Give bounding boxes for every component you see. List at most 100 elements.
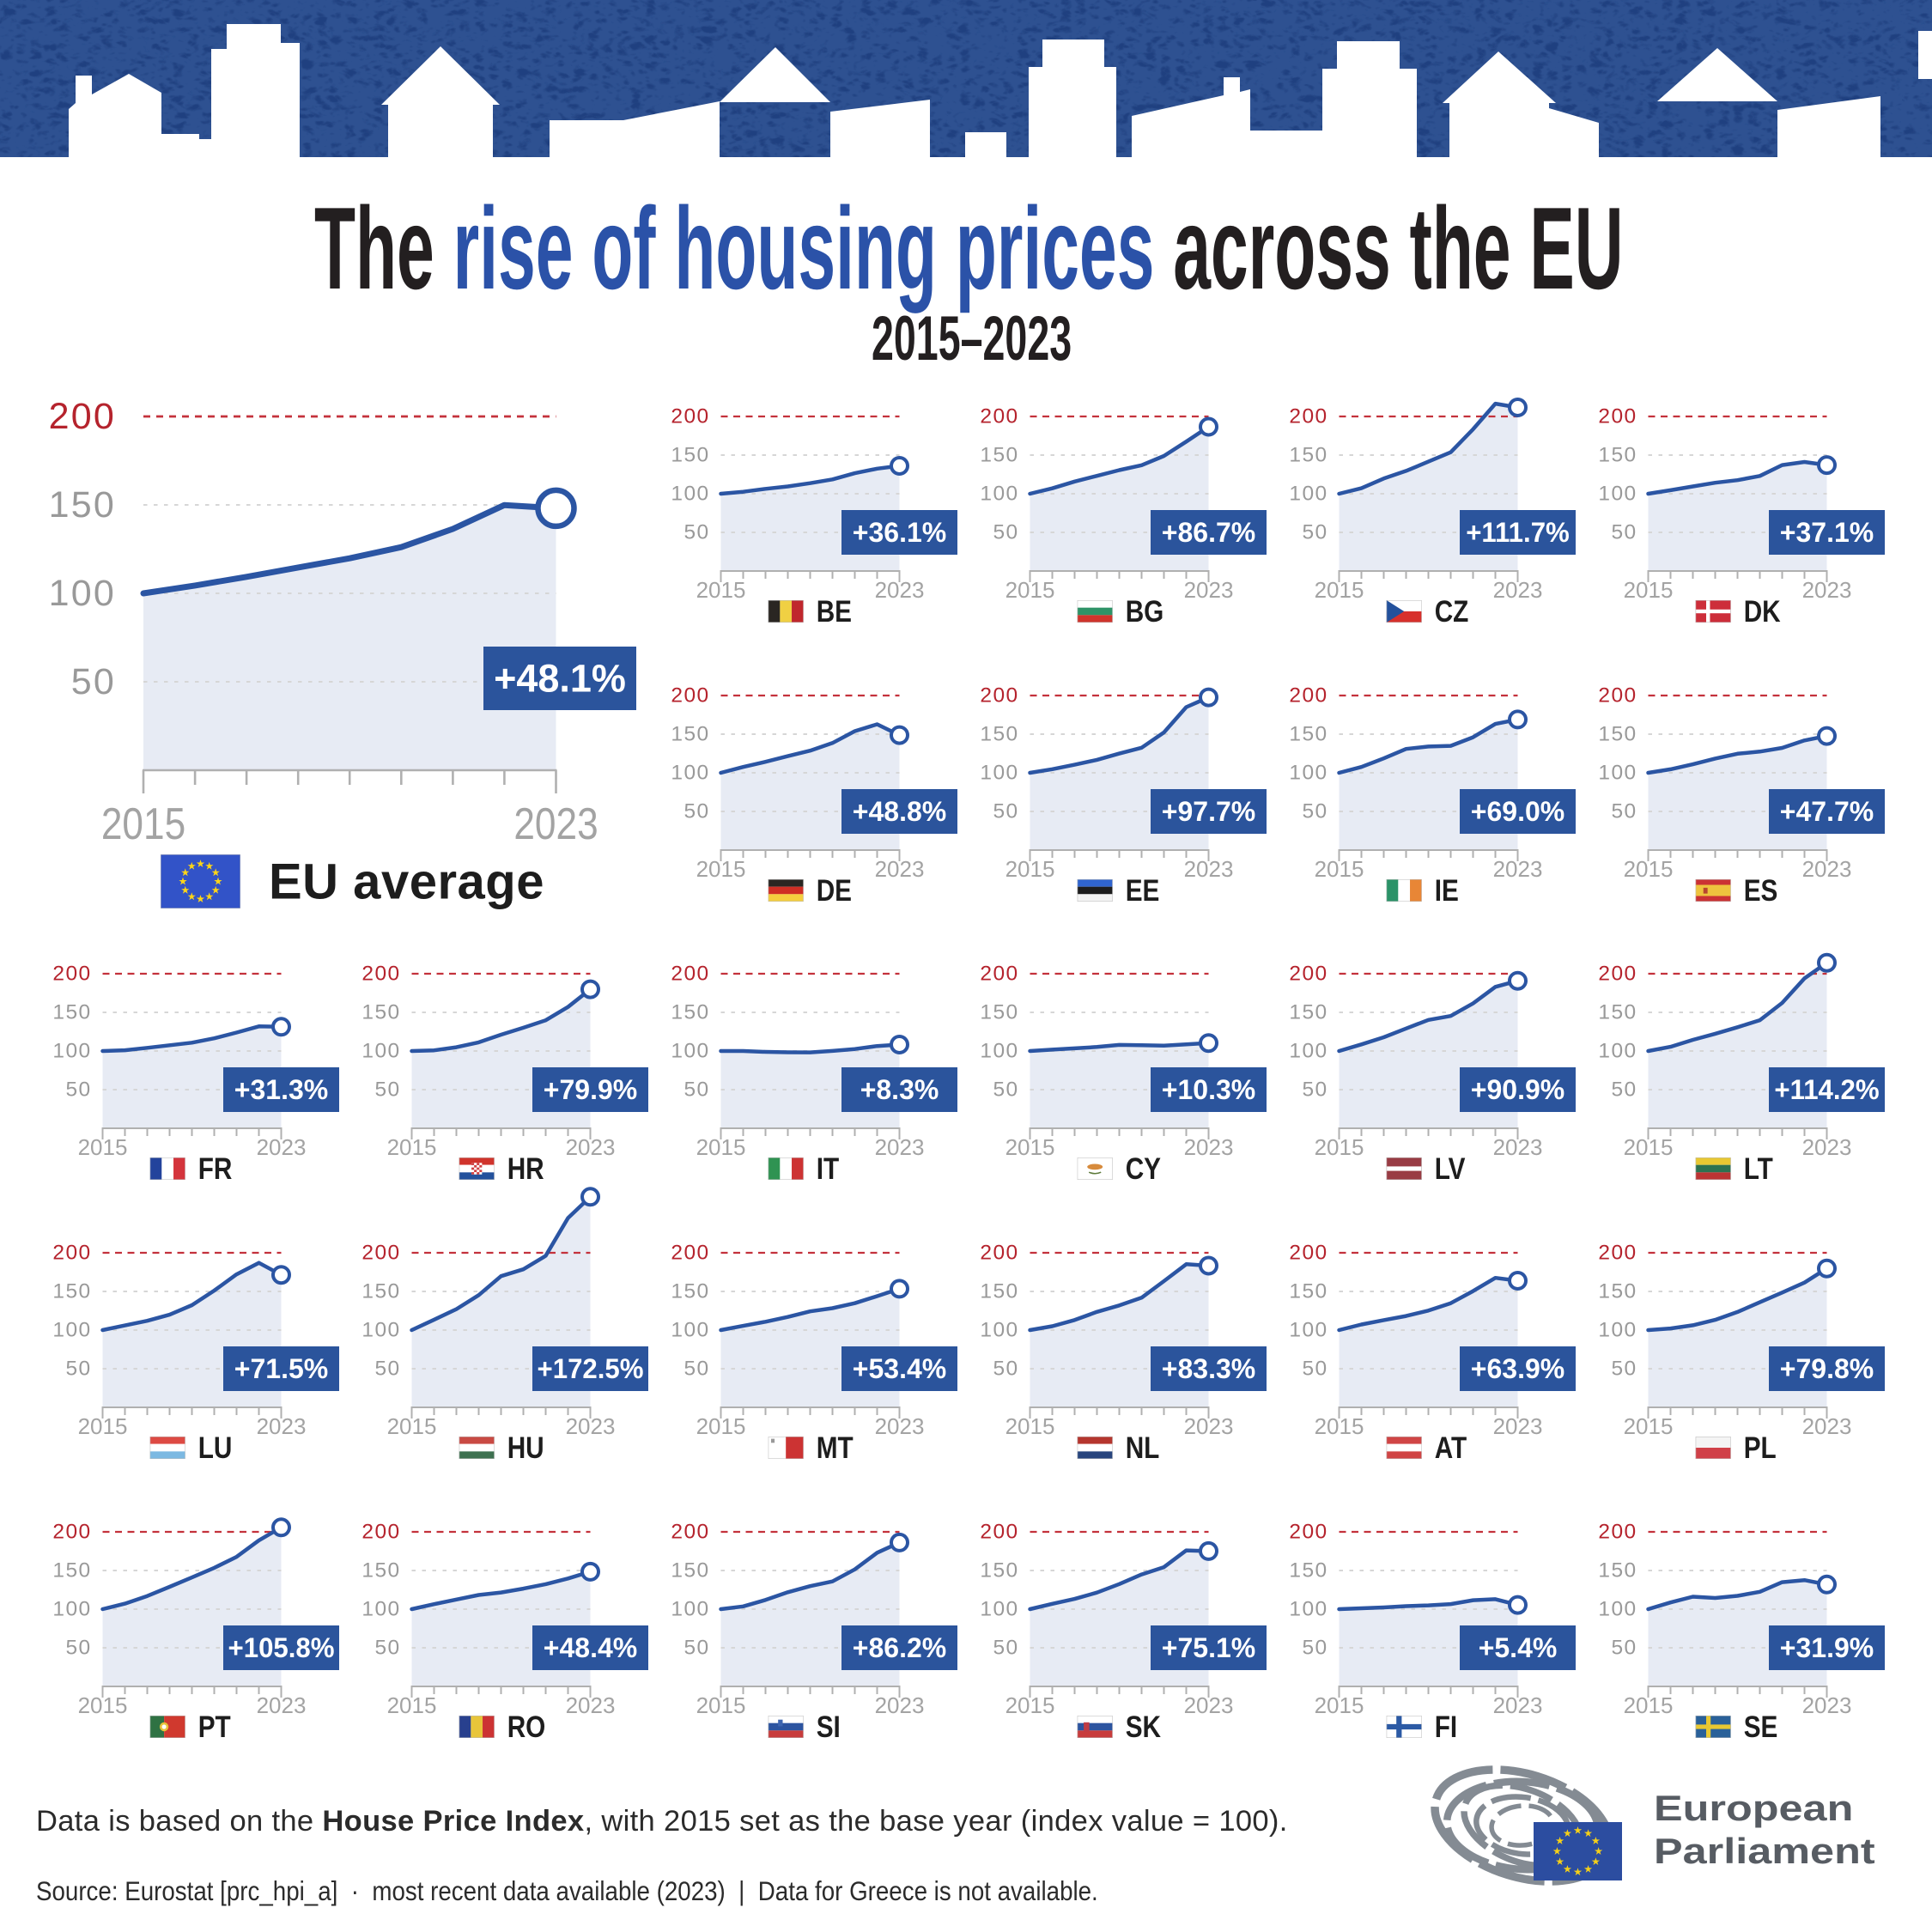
svg-text:2015: 2015 xyxy=(78,1134,128,1160)
svg-text:50: 50 xyxy=(993,1078,1018,1102)
svg-text:+31.9%: +31.9% xyxy=(1780,1632,1874,1663)
svg-text:CY: CY xyxy=(1126,1152,1162,1186)
svg-text:BG: BG xyxy=(1126,595,1164,629)
svg-text:200: 200 xyxy=(52,963,91,986)
svg-text:150: 150 xyxy=(671,723,709,746)
svg-text:50: 50 xyxy=(1302,521,1327,544)
svg-text:+83.3%: +83.3% xyxy=(1162,1353,1255,1384)
svg-text:200: 200 xyxy=(49,396,116,437)
svg-text:DE: DE xyxy=(817,874,852,908)
svg-text:150: 150 xyxy=(980,444,1018,467)
svg-text:2023: 2023 xyxy=(566,1134,616,1160)
svg-text:150: 150 xyxy=(980,723,1018,746)
svg-text:FR: FR xyxy=(198,1152,233,1186)
svg-text:2023: 2023 xyxy=(1802,1692,1852,1718)
svg-text:50: 50 xyxy=(1302,800,1327,823)
svg-text:2015: 2015 xyxy=(696,1134,746,1160)
svg-text:2023: 2023 xyxy=(513,799,598,849)
svg-text:SK: SK xyxy=(1126,1710,1162,1744)
svg-text:LT: LT xyxy=(1744,1152,1773,1186)
svg-text:150: 150 xyxy=(671,1001,709,1024)
svg-text:+172.5%: +172.5% xyxy=(537,1353,643,1384)
svg-text:2015: 2015 xyxy=(696,856,746,882)
svg-text:100: 100 xyxy=(1598,762,1637,785)
svg-text:2015: 2015 xyxy=(1624,1692,1674,1718)
svg-text:100: 100 xyxy=(49,573,116,614)
svg-text:PL: PL xyxy=(1744,1431,1777,1465)
svg-text:2015: 2015 xyxy=(387,1692,437,1718)
svg-text:200: 200 xyxy=(1289,1242,1327,1265)
svg-text:150: 150 xyxy=(1289,723,1327,746)
svg-text:2015: 2015 xyxy=(1005,1413,1055,1439)
svg-text:50: 50 xyxy=(1611,800,1637,823)
svg-text:ES: ES xyxy=(1744,874,1778,908)
svg-text:2023: 2023 xyxy=(1493,1134,1543,1160)
svg-text:50: 50 xyxy=(65,1637,91,1660)
svg-text:2015: 2015 xyxy=(1005,577,1055,603)
svg-text:150: 150 xyxy=(1598,1001,1637,1024)
svg-text:+114.2%: +114.2% xyxy=(1774,1074,1879,1105)
svg-text:50: 50 xyxy=(1611,1637,1637,1660)
svg-text:200: 200 xyxy=(671,1521,709,1544)
svg-text:2023: 2023 xyxy=(1184,1692,1234,1718)
svg-text:150: 150 xyxy=(1598,1559,1637,1583)
svg-text:+90.9%: +90.9% xyxy=(1471,1074,1564,1105)
svg-text:100: 100 xyxy=(52,1040,91,1063)
svg-text:2023: 2023 xyxy=(1184,1134,1234,1160)
svg-text:150: 150 xyxy=(671,1280,709,1303)
svg-text:2023: 2023 xyxy=(1493,1692,1543,1718)
svg-text:150: 150 xyxy=(1289,1001,1327,1024)
svg-text:2023: 2023 xyxy=(257,1692,307,1718)
svg-text:150: 150 xyxy=(1289,444,1327,467)
svg-text:2023: 2023 xyxy=(1802,577,1852,603)
svg-text:200: 200 xyxy=(671,684,709,708)
svg-text:FI: FI xyxy=(1435,1710,1457,1744)
svg-text:200: 200 xyxy=(1598,1242,1637,1265)
svg-text:50: 50 xyxy=(1611,1078,1637,1102)
svg-text:100: 100 xyxy=(671,762,709,785)
svg-text:100: 100 xyxy=(980,1598,1018,1621)
svg-text:50: 50 xyxy=(993,521,1018,544)
svg-text:100: 100 xyxy=(1598,1598,1637,1621)
svg-text:100: 100 xyxy=(671,483,709,506)
svg-text:100: 100 xyxy=(361,1319,400,1342)
svg-text:HR: HR xyxy=(507,1152,544,1186)
svg-text:NL: NL xyxy=(1126,1431,1160,1465)
svg-text:2023: 2023 xyxy=(1184,577,1234,603)
svg-text:2023: 2023 xyxy=(1802,856,1852,882)
svg-text:+69.0%: +69.0% xyxy=(1471,796,1564,827)
svg-text:EE: EE xyxy=(1126,874,1160,908)
svg-text:+10.3%: +10.3% xyxy=(1162,1074,1255,1105)
svg-text:100: 100 xyxy=(361,1040,400,1063)
svg-text:100: 100 xyxy=(980,483,1018,506)
svg-text:2023: 2023 xyxy=(257,1413,307,1439)
svg-text:2023: 2023 xyxy=(875,1134,925,1160)
svg-text:2015: 2015 xyxy=(1315,577,1364,603)
svg-text:+79.9%: +79.9% xyxy=(544,1074,637,1105)
svg-text:2023: 2023 xyxy=(875,856,925,882)
svg-text:100: 100 xyxy=(361,1598,400,1621)
svg-text:50: 50 xyxy=(993,800,1018,823)
svg-text:+47.7%: +47.7% xyxy=(1780,796,1874,827)
svg-text:2015: 2015 xyxy=(696,1692,746,1718)
svg-text:100: 100 xyxy=(1289,1319,1327,1342)
svg-text:2015: 2015 xyxy=(387,1134,437,1160)
svg-text:50: 50 xyxy=(683,1637,709,1660)
svg-text:50: 50 xyxy=(1302,1078,1327,1102)
svg-text:+48.8%: +48.8% xyxy=(853,796,946,827)
svg-text:2023: 2023 xyxy=(566,1692,616,1718)
svg-text:2023: 2023 xyxy=(875,1413,925,1439)
svg-text:+86.2%: +86.2% xyxy=(853,1632,946,1663)
svg-text:Parliament: Parliament xyxy=(1654,1831,1875,1871)
svg-text:2023: 2023 xyxy=(875,577,925,603)
svg-text:DK: DK xyxy=(1744,595,1781,629)
svg-text:2015: 2015 xyxy=(101,799,185,849)
svg-text:2015: 2015 xyxy=(1315,856,1364,882)
svg-text:200: 200 xyxy=(1598,963,1637,986)
svg-text:PT: PT xyxy=(198,1710,231,1744)
svg-text:SE: SE xyxy=(1744,1710,1778,1744)
svg-text:200: 200 xyxy=(1289,1521,1327,1544)
svg-text:2023: 2023 xyxy=(1493,856,1543,882)
svg-text:200: 200 xyxy=(1289,963,1327,986)
svg-text:2015: 2015 xyxy=(1624,1413,1674,1439)
